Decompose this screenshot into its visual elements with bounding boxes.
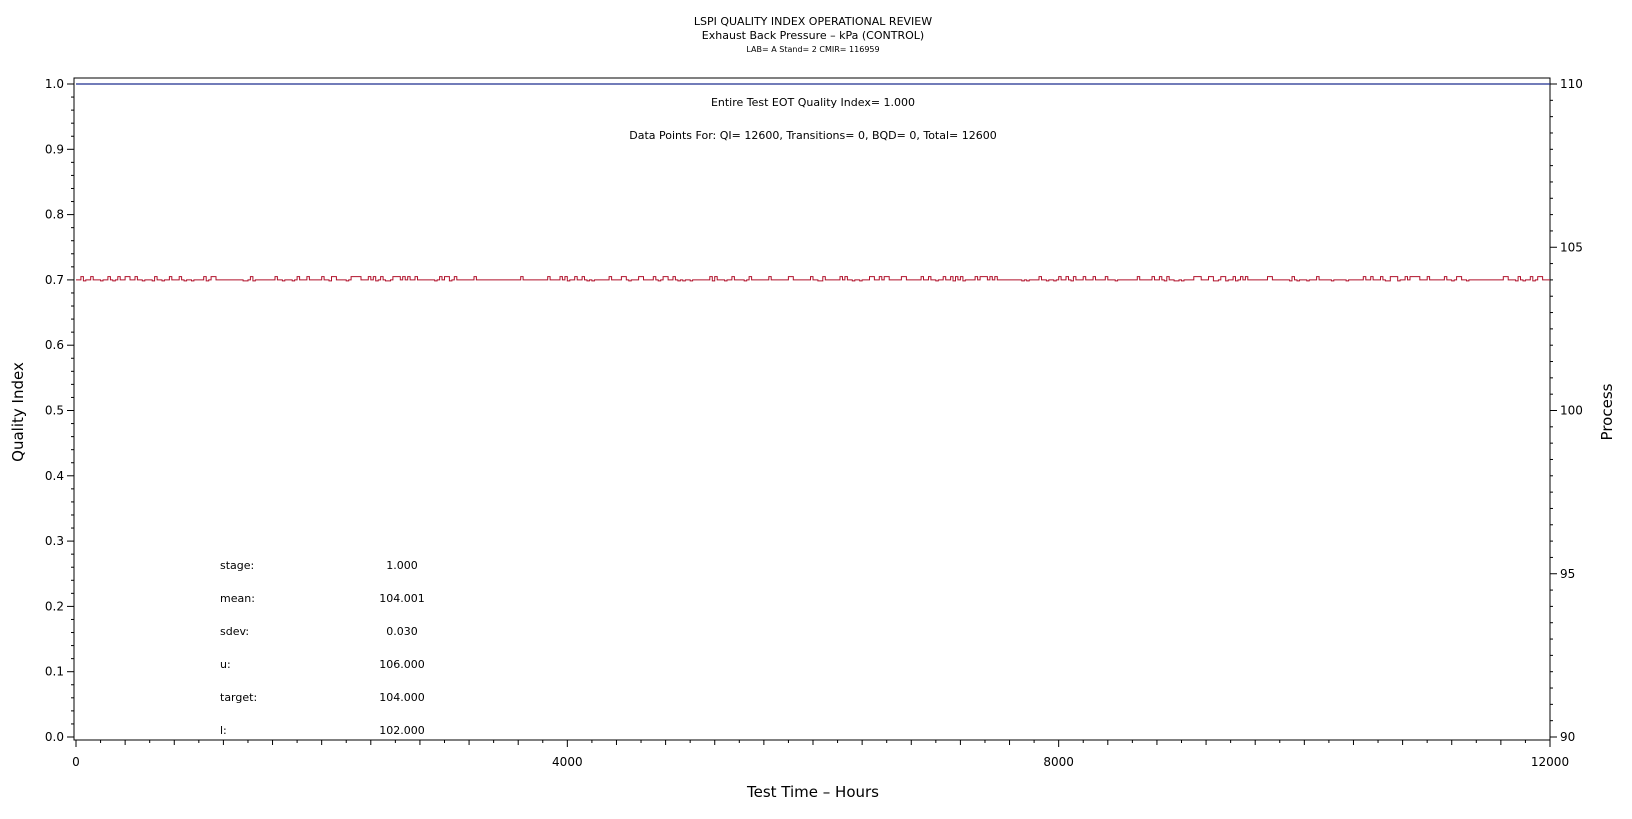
stat-label: mean: bbox=[220, 592, 255, 605]
y2-tick-label: 95 bbox=[1560, 567, 1575, 581]
data-points-note: Data Points For: QI= 12600, Transitions=… bbox=[629, 129, 997, 142]
y-tick-label: 0.9 bbox=[45, 142, 64, 156]
x-tick-label: 12000 bbox=[1531, 755, 1569, 769]
stat-value: 106.000 bbox=[379, 658, 425, 671]
y2-tick-label: 105 bbox=[1560, 240, 1583, 254]
y-tick-label: 0.8 bbox=[45, 208, 64, 222]
y-tick-label: 0.0 bbox=[45, 730, 64, 744]
x-tick-label: 0 bbox=[72, 755, 80, 769]
y-tick-label: 0.6 bbox=[45, 338, 64, 352]
series-layer bbox=[76, 83, 1550, 282]
y-axis-title: Quality Index bbox=[9, 362, 27, 462]
stats-panel: stage: 1.000 mean: 104.001 sdev: 0.030 u: 106.0… bbox=[220, 559, 425, 737]
ticks-layer: 0 4000 8000 12000 0.0 0.1 0.2 0.3 0.4 0.5 0.6 0.7 0.… bbox=[45, 77, 1583, 769]
quality-index-note: Entire Test EOT Quality Index= 1.000 bbox=[711, 96, 915, 109]
process-series-line bbox=[76, 276, 1550, 282]
stat-label: stage: bbox=[220, 559, 254, 572]
stat-label: target: bbox=[220, 691, 257, 704]
stat-value: 104.001 bbox=[379, 592, 425, 605]
stat-value: 0.030 bbox=[386, 625, 418, 638]
x-axis-title: Test Time – Hours bbox=[746, 783, 879, 801]
chart-subtitle-lab: LAB= A Stand= 2 CMIR= 116959 bbox=[746, 45, 879, 54]
y2-tick-label: 100 bbox=[1560, 404, 1583, 418]
y-tick-label: 0.2 bbox=[45, 599, 64, 613]
y-tick-label: 0.1 bbox=[45, 665, 64, 679]
stat-value: 102.000 bbox=[379, 724, 425, 737]
chart-subtitle: Exhaust Back Pressure – kPa (CONTROL) bbox=[702, 29, 924, 42]
stat-label: sdev: bbox=[220, 625, 249, 638]
y2-tick-label: 90 bbox=[1560, 730, 1575, 744]
stat-value: 104.000 bbox=[379, 691, 425, 704]
chart-title: LSPI QUALITY INDEX OPERATIONAL REVIEW bbox=[694, 15, 932, 28]
y-tick-label: 0.7 bbox=[45, 273, 64, 287]
stat-label: l: bbox=[220, 724, 227, 737]
y-tick-label: 0.5 bbox=[45, 404, 64, 418]
y-tick-label: 1.0 bbox=[45, 77, 64, 91]
y2-tick-label: 110 bbox=[1560, 77, 1583, 91]
x-tick-label: 4000 bbox=[552, 755, 583, 769]
y2-axis-title: Process bbox=[1598, 383, 1616, 440]
stat-value: 1.000 bbox=[386, 559, 418, 572]
x-tick-label: 8000 bbox=[1043, 755, 1074, 769]
y-tick-label: 0.4 bbox=[45, 469, 64, 483]
plot-frame bbox=[73, 77, 1551, 741]
stat-label: u: bbox=[220, 658, 231, 671]
y-tick-label: 0.3 bbox=[45, 534, 64, 548]
